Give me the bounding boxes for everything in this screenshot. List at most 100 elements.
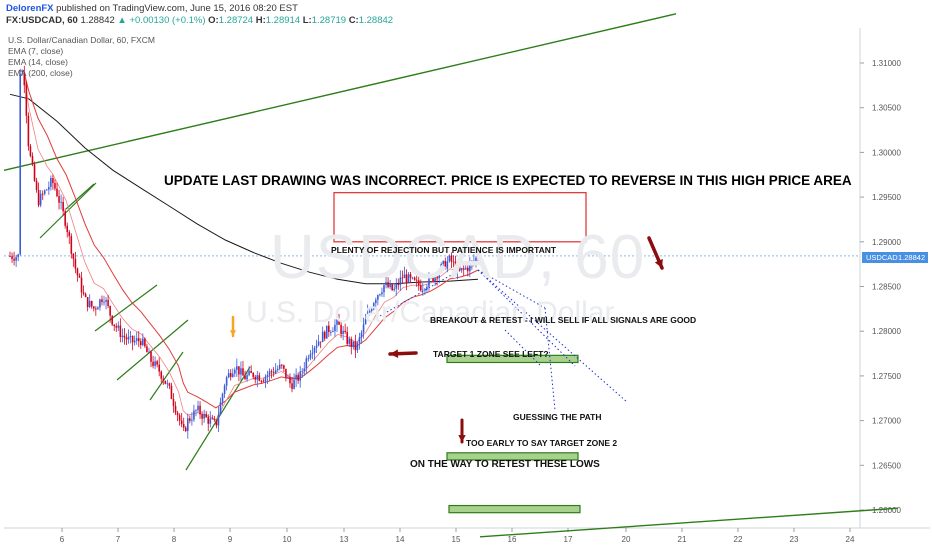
candle-body <box>395 283 398 289</box>
candle-body <box>101 299 103 302</box>
candle-body <box>68 232 71 237</box>
legend-ema14[interactable]: EMA (14, close) <box>8 57 68 67</box>
y-tick-label: 1.30500 <box>872 104 901 113</box>
candle-body <box>446 261 449 269</box>
candle-body <box>274 370 277 374</box>
candle-body <box>403 274 406 279</box>
candle-body <box>148 351 150 353</box>
candle-body <box>383 285 385 293</box>
candle-body <box>74 258 77 269</box>
candle-body <box>201 414 203 419</box>
candle-body <box>397 283 400 286</box>
candle-body <box>13 258 15 261</box>
candle-body <box>162 378 165 381</box>
candle-body <box>88 300 91 308</box>
candle-body <box>25 85 28 116</box>
candle-body <box>117 325 120 328</box>
candle-body <box>405 274 408 283</box>
orange-arrow-icon-head <box>229 330 237 336</box>
candle-body <box>113 324 116 327</box>
legend-ema7[interactable]: EMA (7, close) <box>8 46 64 56</box>
candle-body <box>364 318 367 325</box>
candle-body <box>366 312 369 319</box>
candle-body <box>121 335 124 337</box>
x-tick-label: 14 <box>396 535 405 544</box>
candle-body <box>387 282 389 288</box>
candle-body <box>466 267 469 272</box>
channel-line-5 <box>149 351 184 401</box>
candle-body <box>11 256 13 259</box>
candle-body <box>464 267 467 269</box>
author-name[interactable]: DelorenFX <box>6 3 54 14</box>
candle-body <box>56 188 58 197</box>
quote-line: FX:USDCAD, 60 1.28842 ▲ +0.00130 (+0.1%)… <box>6 15 393 26</box>
candle-body <box>127 336 130 340</box>
candle-body <box>278 364 281 369</box>
candle-body <box>154 361 156 366</box>
candle-body <box>462 268 465 269</box>
y-tick-label: 1.29000 <box>872 238 901 247</box>
watermark-description: U.S. Dollar/Canadian Dollar <box>246 296 615 329</box>
down-arrow-icon <box>647 236 664 270</box>
candle-body <box>19 74 22 255</box>
candle-body <box>399 277 402 286</box>
candle-body <box>246 375 248 380</box>
x-tick-label: 15 <box>452 535 461 544</box>
candle-body <box>168 383 171 386</box>
candle-body <box>454 261 457 272</box>
candle-body <box>207 417 210 424</box>
candle-body <box>252 373 254 377</box>
candle-body <box>111 315 113 325</box>
candle-body <box>66 225 69 233</box>
candle-body <box>90 300 93 307</box>
candle-body <box>92 306 95 309</box>
candle-body <box>342 330 344 334</box>
candle-body <box>305 358 308 369</box>
candle-body <box>319 341 322 343</box>
candle-body <box>438 271 440 278</box>
left-arrow-icon-head <box>390 349 399 359</box>
candle-body <box>41 193 44 195</box>
candle-body <box>9 256 11 257</box>
candle-body <box>336 319 338 325</box>
y-tick-label: 1.26500 <box>872 461 901 470</box>
price-tag: USDCAD 1.28842 <box>862 252 928 263</box>
candle-body <box>281 364 283 366</box>
candle-body <box>301 371 304 373</box>
candle-body <box>297 374 299 381</box>
candle-body <box>31 155 34 165</box>
x-tick-label: 9 <box>228 535 233 544</box>
candle-body <box>266 374 269 377</box>
headline-annotation: UPDATE LAST DRAWING WAS INCORRECT. PRICE… <box>164 173 852 188</box>
upper-trendline <box>3 13 677 171</box>
candle-body <box>332 331 334 332</box>
y-tick-label: 1.28500 <box>872 283 901 292</box>
candle-body <box>211 418 214 420</box>
candle-body <box>45 189 48 191</box>
candle-body <box>458 265 461 271</box>
candle-body <box>356 342 359 351</box>
candle-body <box>231 373 234 377</box>
candle-body <box>142 338 144 345</box>
x-tick-label: 6 <box>60 535 65 544</box>
candle-body <box>225 377 228 386</box>
y-tick-label: 1.31000 <box>872 59 901 68</box>
candle-body <box>444 260 447 269</box>
x-tick-label: 23 <box>790 535 799 544</box>
candle-body <box>346 332 349 344</box>
candle-body <box>213 418 216 420</box>
candle-body <box>60 201 62 203</box>
target2-annotation: TOO EARLY TO SAY TARGET ZONE 2 <box>466 438 618 448</box>
candle-body <box>37 189 40 206</box>
candle-body <box>372 303 375 310</box>
candle-body <box>391 284 393 291</box>
candle-body <box>434 275 436 282</box>
candle-body <box>240 368 242 375</box>
candle-body <box>84 293 87 298</box>
left-arrow-icon <box>388 349 418 359</box>
candle-body <box>452 261 455 263</box>
legend-ema200[interactable]: EMA (200, close) <box>8 68 73 78</box>
candle-body <box>131 335 134 343</box>
candle-body <box>146 346 148 353</box>
